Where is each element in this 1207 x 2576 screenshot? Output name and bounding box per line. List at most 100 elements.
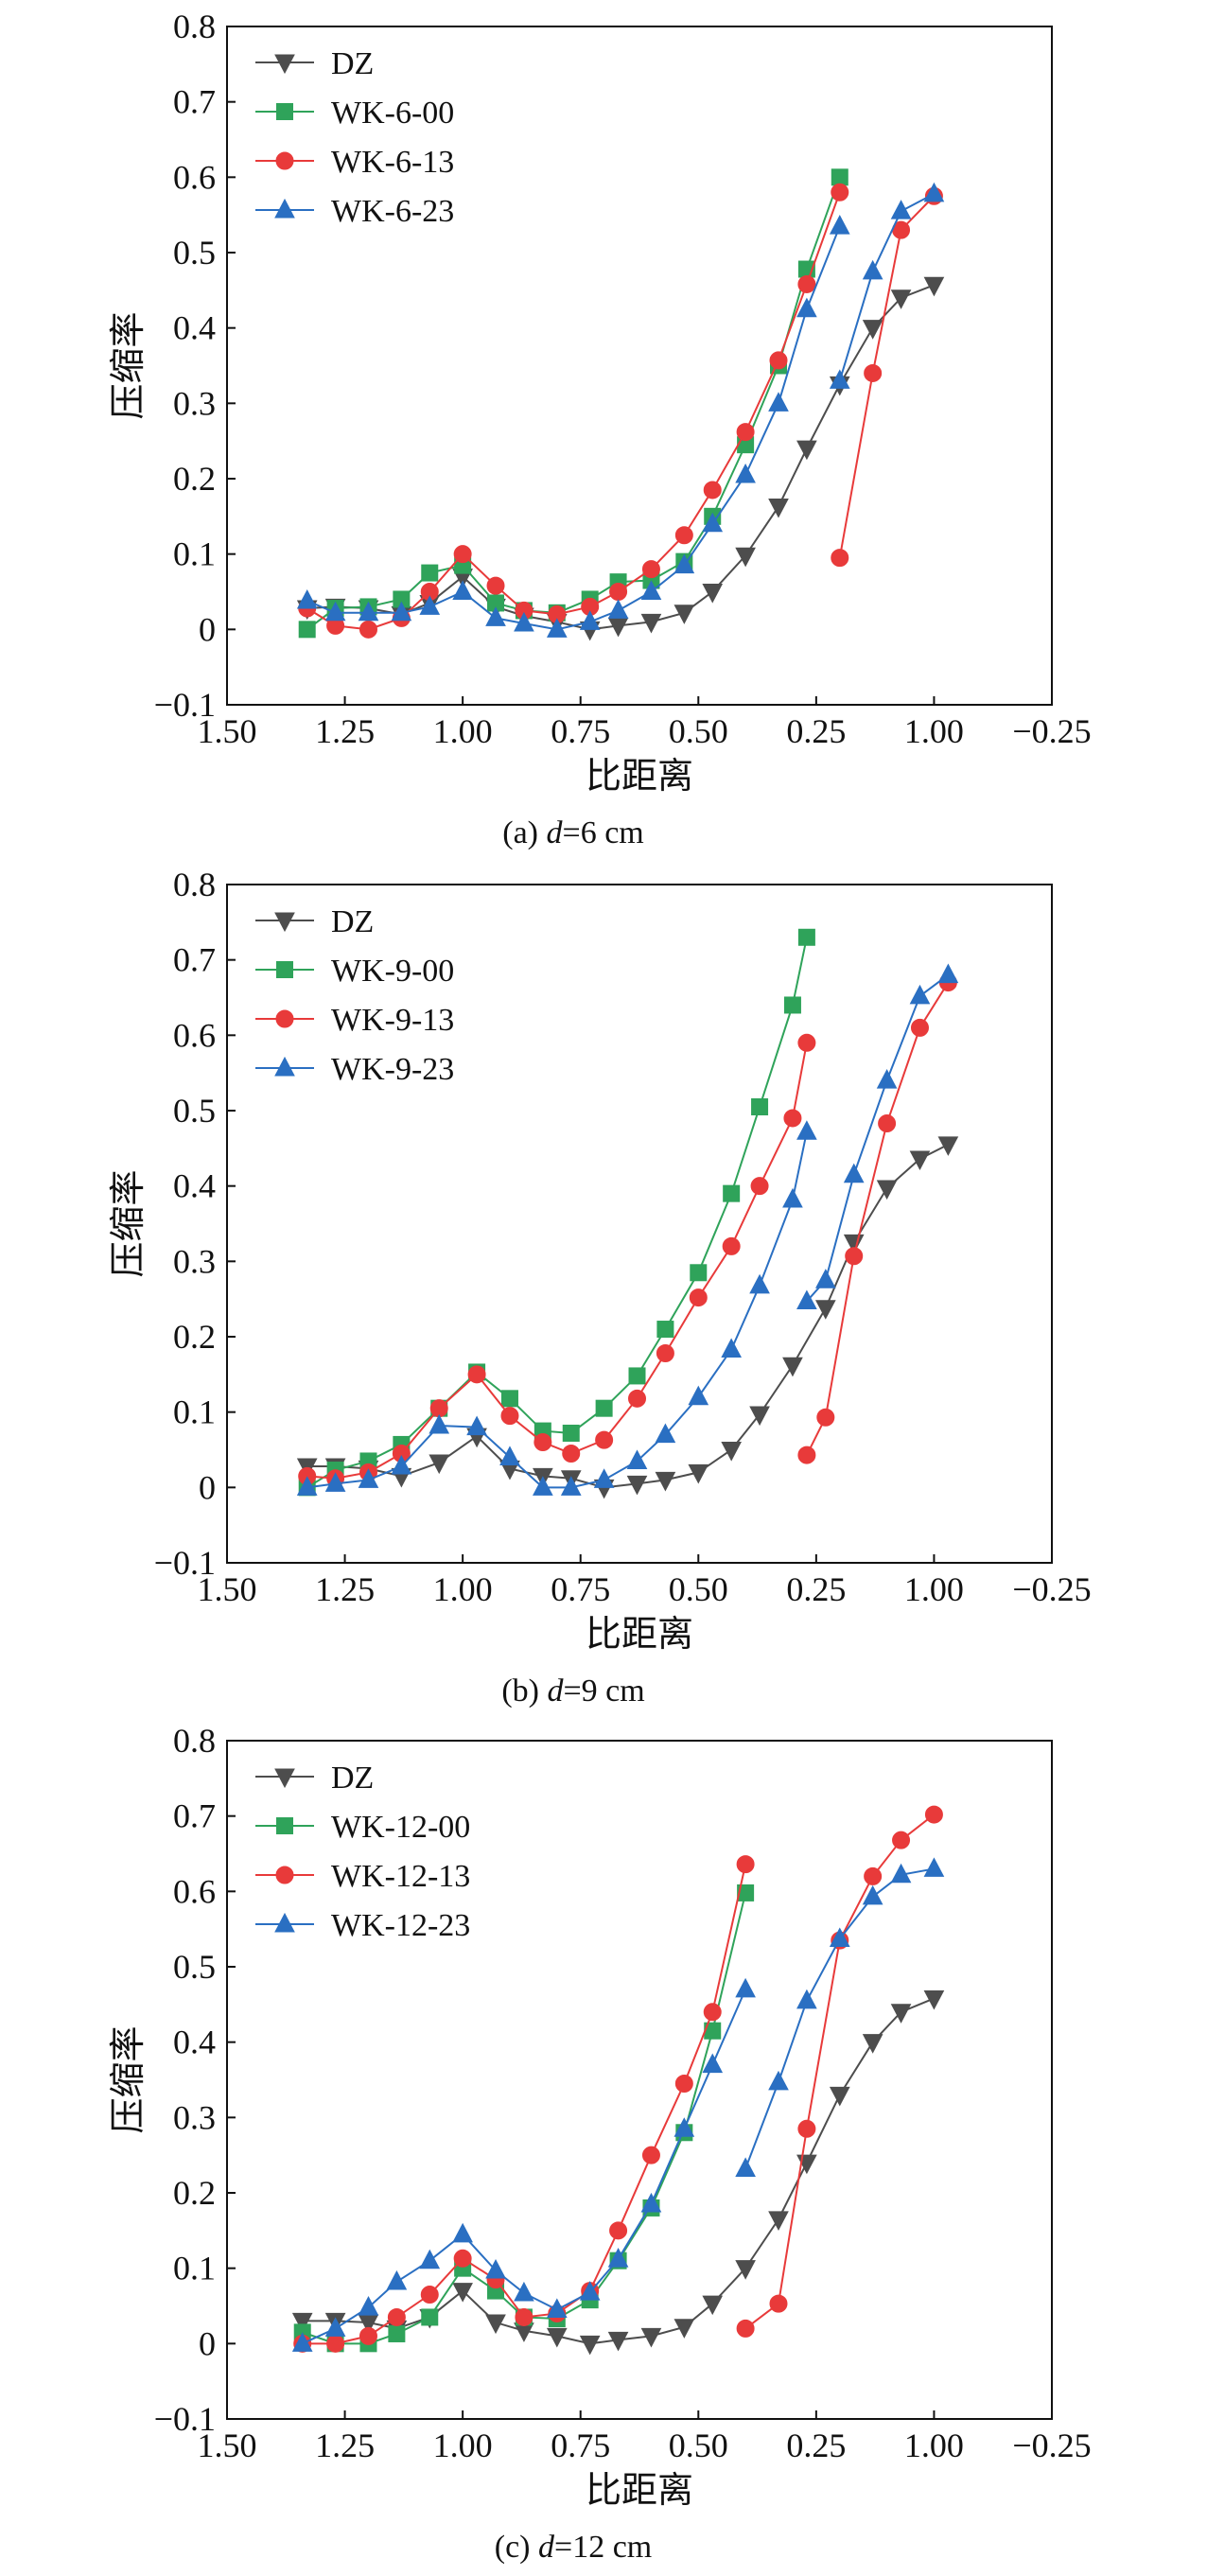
- legend-item: DZ: [255, 46, 374, 81]
- data-point: [721, 1442, 742, 1462]
- data-point: [797, 1033, 816, 1052]
- legend-marker: [274, 1768, 295, 1789]
- legend-label: WK-12-23: [331, 1908, 470, 1943]
- data-point: [796, 440, 817, 461]
- y-tick-label: 0.5: [173, 1092, 216, 1130]
- data-point: [736, 1855, 755, 1874]
- data-point: [749, 1406, 770, 1427]
- data-point: [453, 2249, 472, 2268]
- data-point: [878, 1114, 897, 1133]
- caption-value: =9 cm: [563, 1674, 644, 1709]
- caption-variable: d: [547, 815, 564, 850]
- data-point: [533, 1476, 553, 1496]
- data-point: [421, 564, 439, 582]
- data-point: [640, 2192, 662, 2213]
- data-point: [324, 2317, 346, 2337]
- data-point: [546, 2327, 568, 2348]
- data-point: [291, 2332, 313, 2352]
- y-axis-title: 压缩率: [107, 311, 149, 419]
- y-tick-label: 0.8: [173, 1722, 216, 1760]
- legend-marker: [274, 1912, 295, 1933]
- data-point: [429, 1454, 450, 1475]
- legend-label: WK-12-00: [331, 1810, 470, 1845]
- data-point: [419, 595, 441, 615]
- data-point: [862, 2034, 883, 2054]
- data-point: [923, 182, 945, 202]
- series-wk-12-13: [293, 1805, 943, 2353]
- data-point: [655, 1423, 676, 1444]
- x-tick-label: 0.50: [669, 2427, 728, 2464]
- data-point: [452, 580, 473, 600]
- data-point: [673, 2319, 695, 2339]
- data-point: [831, 549, 849, 568]
- y-tick-label: 0: [199, 1468, 216, 1506]
- data-point: [862, 1884, 883, 1905]
- legend-label: WK-6-13: [331, 145, 454, 180]
- data-point: [703, 481, 722, 499]
- y-tick-label: 0.8: [173, 8, 216, 45]
- data-point: [923, 276, 945, 297]
- y-tick-label: 0.1: [173, 1393, 216, 1431]
- data-point: [641, 560, 660, 579]
- data-point: [673, 553, 695, 574]
- legend-marker: [274, 1056, 295, 1077]
- data-point: [736, 423, 755, 442]
- data-point: [420, 2286, 439, 2304]
- y-tick-label: 0.7: [173, 1797, 216, 1835]
- data-point: [560, 1476, 582, 1496]
- series-line: [306, 1043, 808, 1480]
- data-point: [391, 1454, 412, 1475]
- legend-item: DZ: [255, 904, 374, 939]
- y-tick-label: 0.3: [173, 384, 216, 422]
- data-point: [923, 1989, 945, 2010]
- data-point: [579, 610, 601, 630]
- series-wk-6-23: [296, 182, 945, 638]
- data-point: [876, 1180, 898, 1200]
- data-point: [782, 1357, 803, 1377]
- x-tick-label: 0.75: [551, 712, 610, 750]
- x-tick-label: −0.25: [1012, 1570, 1091, 1608]
- data-point: [702, 2295, 724, 2316]
- data-point: [607, 599, 629, 619]
- x-tick-label: 1.00: [433, 2427, 493, 2464]
- data-point: [769, 2294, 788, 2313]
- legend-item: WK-6-13: [255, 145, 454, 180]
- series-line: [744, 1814, 936, 2330]
- y-tick-label: 0.5: [173, 1948, 216, 1986]
- data-point: [296, 1476, 318, 1496]
- data-point: [723, 1184, 741, 1202]
- data-point: [689, 1288, 708, 1307]
- data-point: [326, 2334, 345, 2353]
- legend-item: WK-9-13: [255, 1003, 454, 1038]
- data-point: [864, 1866, 883, 1885]
- series-wk-6-00: [298, 168, 848, 639]
- legend-item: WK-9-00: [255, 954, 454, 989]
- data-point: [386, 2269, 408, 2290]
- data-point: [769, 351, 788, 370]
- data-point: [735, 2157, 756, 2178]
- data-point: [688, 1463, 709, 1484]
- data-point: [876, 1069, 898, 1089]
- legend-marker: [275, 1009, 294, 1028]
- legend-label: WK-9-23: [331, 1052, 454, 1087]
- data-point: [797, 1446, 816, 1464]
- data-point: [499, 1446, 520, 1465]
- series-wk-9-13: [298, 973, 957, 1488]
- legend-label: DZ: [331, 46, 374, 81]
- series-wk-12-23: [291, 1857, 945, 2352]
- y-tick-label: 0.3: [173, 2098, 216, 2136]
- y-tick-label: −0.1: [154, 1544, 216, 1582]
- legend-marker: [275, 1866, 294, 1884]
- y-tick-label: 0: [199, 610, 216, 648]
- data-point: [391, 601, 412, 622]
- x-axis-title: 比距离: [586, 755, 693, 797]
- data-point: [783, 996, 801, 1014]
- series-wk-9-23: [296, 963, 959, 1496]
- y-tick-label: 0.8: [173, 866, 216, 903]
- data-point: [673, 605, 695, 624]
- data-point: [782, 1187, 803, 1208]
- data-point: [783, 1109, 802, 1128]
- x-axis-title: 比距离: [586, 2469, 693, 2511]
- data-point: [296, 588, 318, 609]
- data-point: [485, 606, 506, 626]
